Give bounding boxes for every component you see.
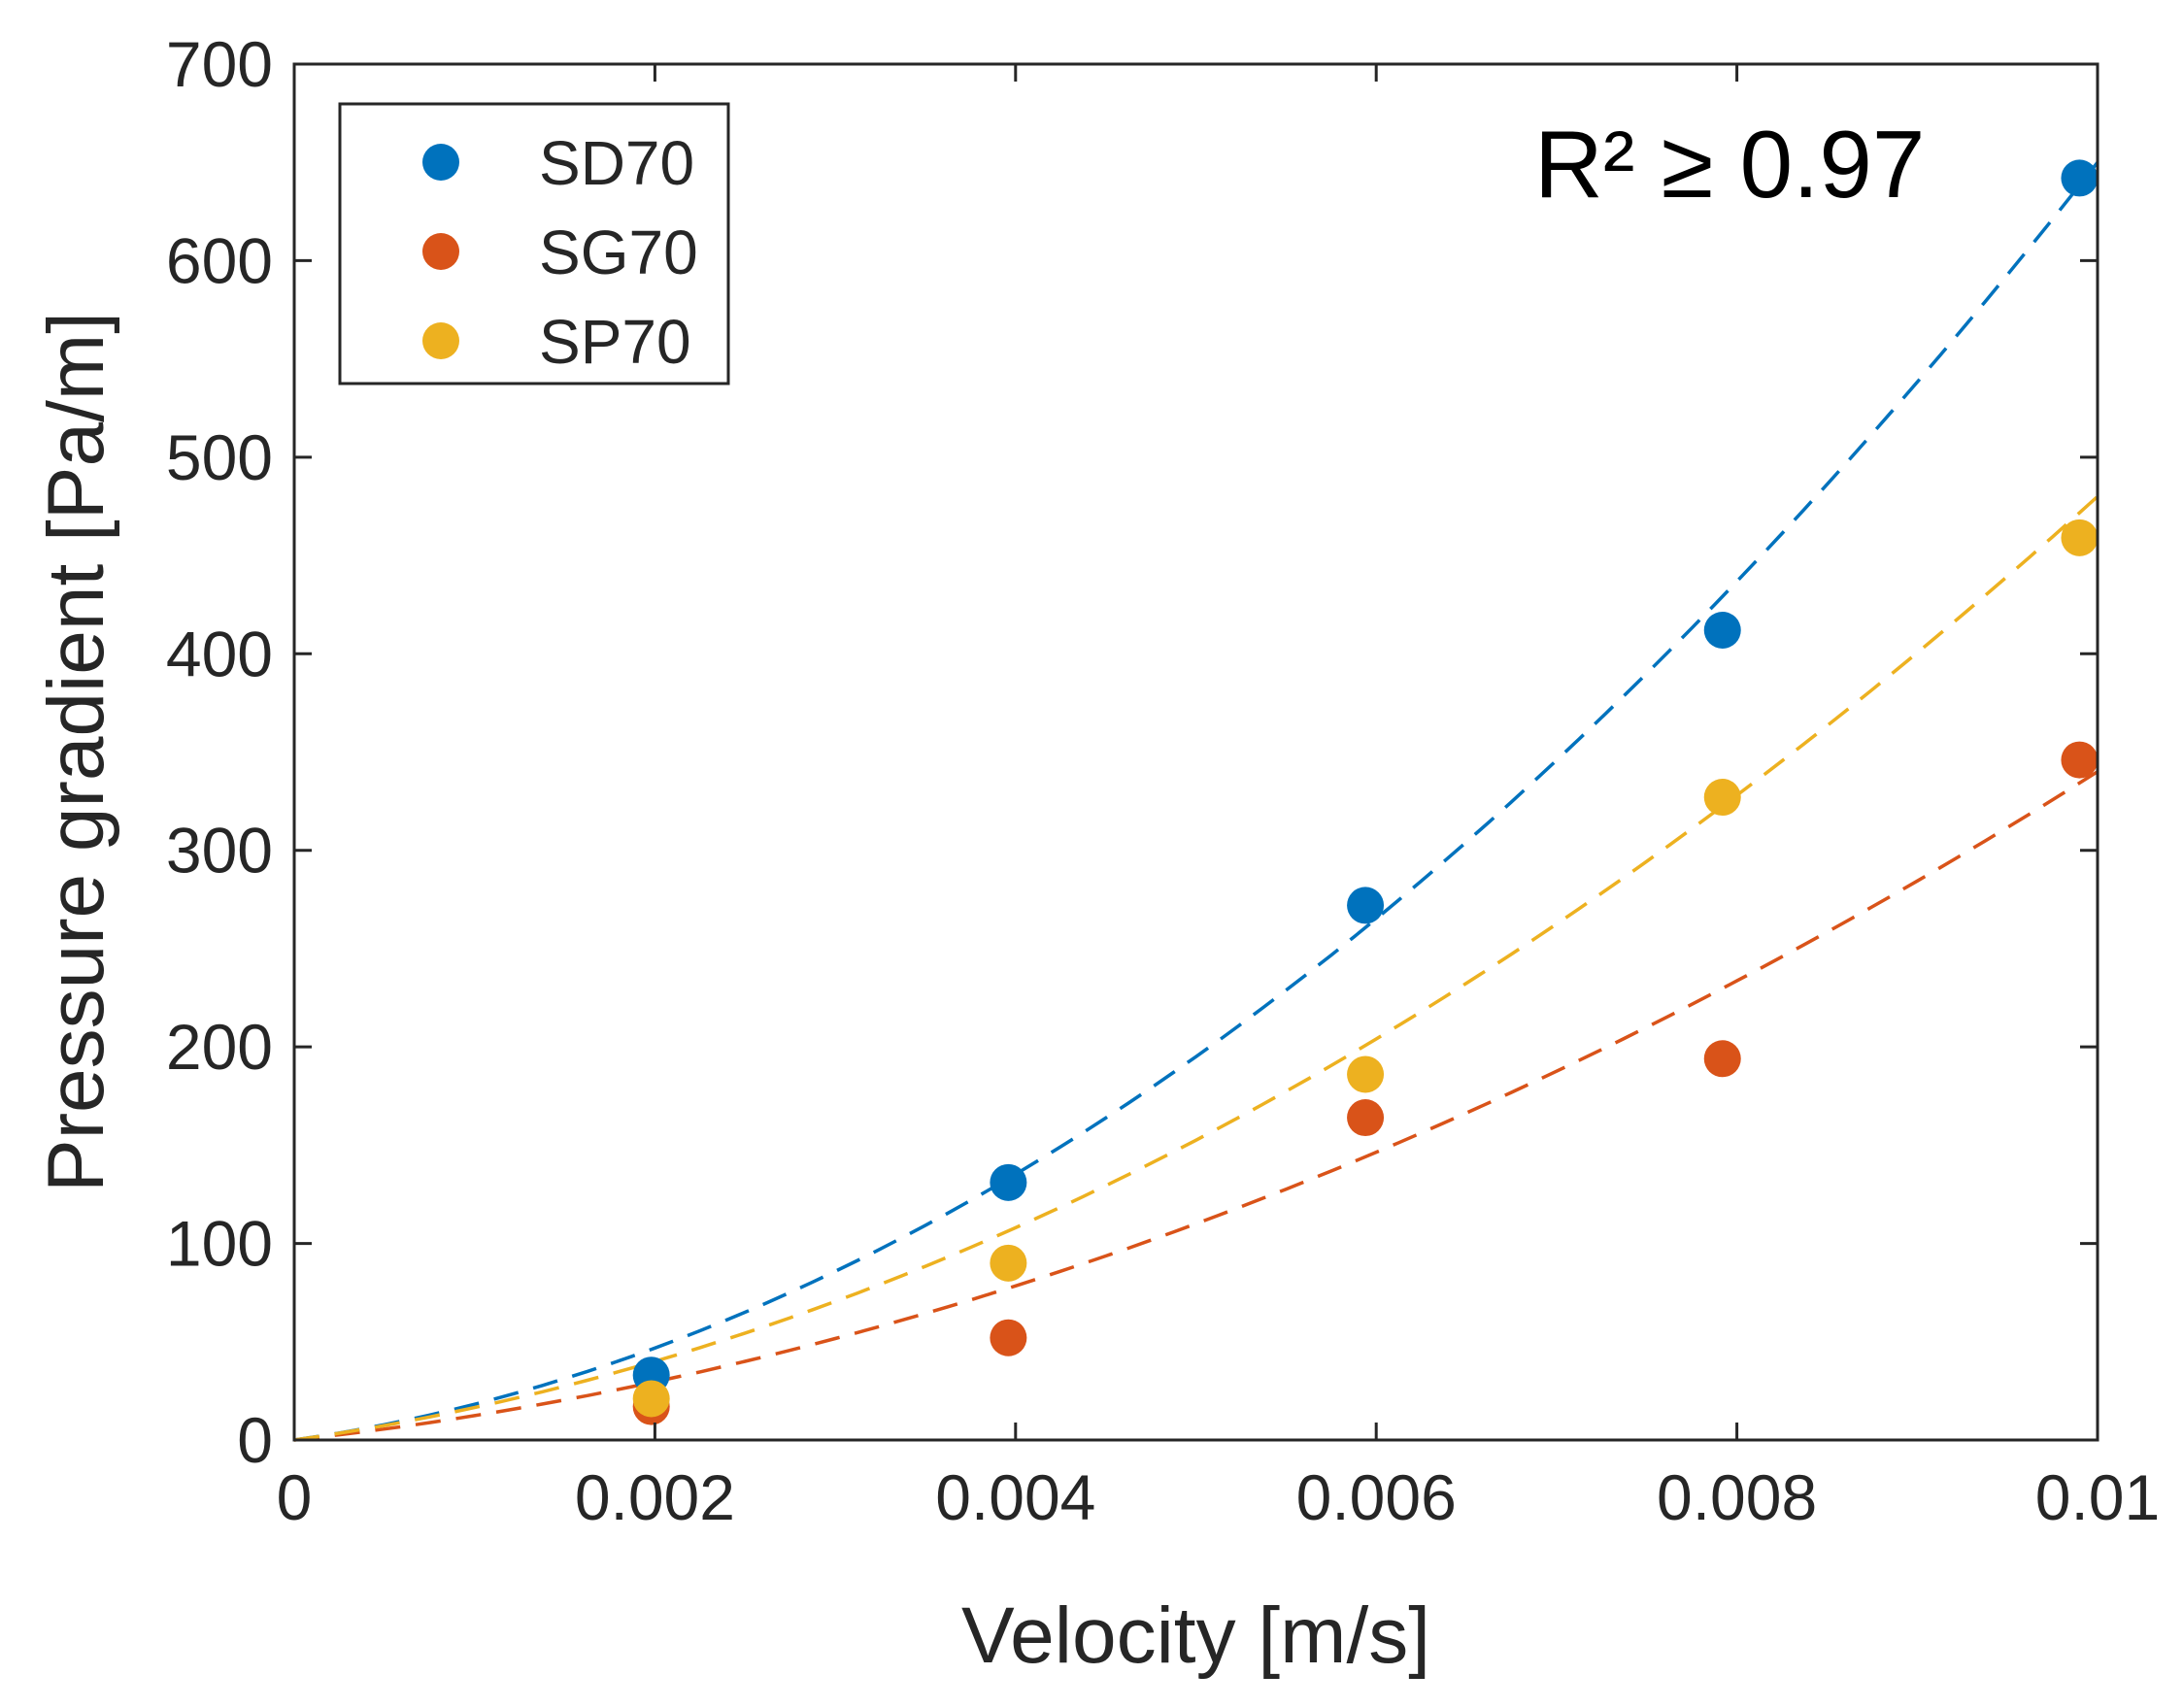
x-tick-label: 0.01: [2035, 1461, 2160, 1533]
data-point-sd70: [2061, 159, 2099, 197]
x-tick-label: 0.008: [1657, 1461, 1817, 1533]
data-point-sg70: [2061, 741, 2099, 779]
x-tick-label: 0.006: [1296, 1461, 1457, 1533]
legend-marker-sp70: [422, 322, 459, 359]
data-point-sg70: [1347, 1099, 1385, 1137]
y-tick-label: 500: [166, 421, 273, 493]
x-tick-label: 0.004: [935, 1461, 1095, 1533]
data-point-sp70: [1703, 779, 1741, 817]
legend: SD70 SG70 SP70: [338, 102, 730, 385]
legend-box: [338, 102, 730, 385]
legend-label-sp70: SP70: [539, 307, 691, 377]
data-point-sg70: [1703, 1040, 1741, 1078]
data-point-sg70: [990, 1319, 1027, 1356]
data-point-sp70: [990, 1244, 1027, 1282]
y-tick-label: 600: [166, 224, 273, 296]
y-tick-label: 200: [166, 1011, 273, 1083]
fit-curves: [293, 161, 2099, 1442]
data-point-sp70: [1347, 1055, 1385, 1093]
y-tick-label: 700: [166, 28, 273, 100]
legend-marker-sg70: [422, 233, 459, 270]
y-tick-label: 400: [166, 618, 273, 689]
x-axis-label: Velocity [m/s]: [961, 1591, 1430, 1680]
x-tick-labels: 0 0.002 0.004 0.006 0.008 0.01: [277, 1461, 2161, 1533]
fit-line-sg70: [293, 770, 2099, 1442]
fit-line-sd70: [293, 161, 2099, 1442]
legend-marker-sd70: [422, 144, 459, 181]
y-axis-label: Pressure gradient [Pa/m]: [32, 312, 120, 1192]
fit-line-sp70: [293, 494, 2099, 1442]
legend-label-sg70: SG70: [539, 218, 698, 287]
axis-ticks: [292, 62, 2099, 1442]
r-squared-annotation: R² ≥ 0.97: [1534, 111, 1925, 218]
legend-label-sd70: SD70: [539, 128, 694, 198]
y-tick-label: 300: [166, 815, 273, 887]
x-tick-label: 0.002: [575, 1461, 735, 1533]
plot-frame: [292, 62, 2099, 1442]
data-points: [632, 159, 2099, 1425]
y-tick-labels: 0 100 200 300 400 500 600 700: [166, 28, 273, 1476]
y-tick-label: 100: [166, 1208, 273, 1280]
data-point-sp70: [2061, 519, 2099, 556]
data-point-sd70: [1347, 887, 1385, 924]
data-point-sp70: [632, 1380, 670, 1418]
y-tick-label: 0: [237, 1404, 273, 1476]
x-tick-label: 0: [277, 1461, 313, 1533]
data-point-sd70: [990, 1163, 1027, 1201]
data-point-sd70: [1703, 611, 1741, 649]
